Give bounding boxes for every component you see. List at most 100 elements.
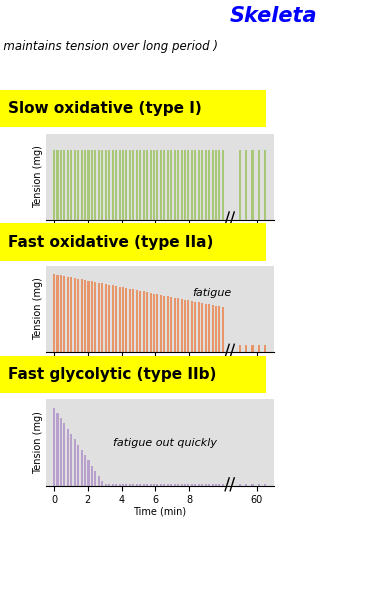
Text: ( maintains tension over long period ): ( maintains tension over long period ) (0, 40, 218, 53)
Bar (205, 484, 207, 486)
Bar (160, 484, 162, 486)
Bar (108, 150, 110, 220)
Bar (239, 345, 241, 352)
Bar (132, 484, 135, 486)
Bar (264, 150, 266, 220)
Bar (112, 150, 114, 220)
Bar (205, 150, 207, 220)
Bar (108, 285, 110, 352)
Bar (212, 150, 214, 220)
Bar (125, 484, 127, 486)
X-axis label: Time (min): Time (min) (133, 507, 186, 517)
Bar (180, 299, 182, 352)
Bar (119, 150, 120, 220)
Bar (157, 150, 158, 220)
Bar (91, 466, 93, 486)
Bar (94, 471, 97, 486)
Bar (177, 150, 179, 220)
Bar (194, 150, 196, 220)
Bar (239, 484, 241, 486)
Bar (191, 150, 193, 220)
Bar (218, 307, 220, 352)
Bar (115, 286, 117, 352)
Bar (194, 484, 196, 486)
Bar (53, 408, 55, 486)
Bar (142, 484, 145, 486)
Bar (119, 484, 120, 486)
Bar (53, 274, 55, 352)
Bar (163, 296, 165, 352)
Bar (77, 444, 79, 486)
Bar (60, 418, 62, 486)
Bar (146, 292, 148, 352)
Bar (142, 291, 145, 352)
Bar (191, 484, 193, 486)
Bar (222, 307, 224, 352)
Bar (215, 484, 217, 486)
Bar (98, 283, 100, 352)
Text: Slow oxidative (type I): Slow oxidative (type I) (8, 101, 202, 116)
Bar (91, 150, 93, 220)
Bar (245, 484, 247, 486)
Bar (163, 484, 165, 486)
Bar (67, 150, 69, 220)
Bar (218, 150, 220, 220)
Bar (57, 413, 59, 486)
Bar (222, 150, 224, 220)
Bar (98, 150, 100, 220)
Bar (136, 150, 138, 220)
Bar (67, 429, 69, 486)
Bar (81, 150, 82, 220)
Bar (177, 298, 179, 352)
Bar (112, 484, 114, 486)
Bar (208, 150, 210, 220)
Bar (205, 304, 207, 352)
Bar (125, 150, 127, 220)
Y-axis label: Tension (mg): Tension (mg) (33, 411, 43, 474)
Bar (115, 484, 117, 486)
Bar (191, 301, 193, 352)
Bar (60, 150, 62, 220)
Bar (201, 150, 203, 220)
X-axis label: Time (min): Time (min) (133, 241, 186, 251)
Bar (150, 484, 152, 486)
Bar (57, 275, 59, 352)
Bar (136, 290, 138, 352)
Bar (187, 300, 190, 352)
FancyBboxPatch shape (0, 223, 266, 261)
Bar (160, 295, 162, 352)
Bar (57, 150, 59, 220)
Bar (198, 302, 200, 352)
Bar (201, 303, 203, 352)
Bar (70, 150, 72, 220)
Bar (70, 434, 72, 486)
Bar (87, 281, 90, 352)
Y-axis label: Tension (mg): Tension (mg) (33, 277, 43, 341)
Bar (81, 279, 82, 352)
Bar (170, 297, 172, 352)
Bar (212, 484, 214, 486)
Bar (105, 150, 107, 220)
Bar (218, 484, 220, 486)
Bar (87, 460, 90, 486)
Bar (150, 293, 152, 352)
Bar (252, 484, 253, 486)
Bar (101, 283, 103, 352)
Bar (125, 288, 127, 352)
Bar (101, 150, 103, 220)
Bar (245, 150, 247, 220)
Bar (74, 278, 76, 352)
Bar (153, 484, 155, 486)
Bar (67, 277, 69, 352)
Text: fatigue: fatigue (193, 288, 232, 298)
Bar (184, 150, 186, 220)
Bar (245, 345, 247, 352)
Bar (63, 276, 65, 352)
Bar (198, 150, 200, 220)
Bar (174, 297, 176, 352)
FancyBboxPatch shape (0, 90, 266, 127)
Bar (198, 484, 200, 486)
Bar (139, 291, 141, 352)
Text: Fast oxidative (type IIa): Fast oxidative (type IIa) (8, 235, 213, 249)
Bar (153, 294, 155, 352)
